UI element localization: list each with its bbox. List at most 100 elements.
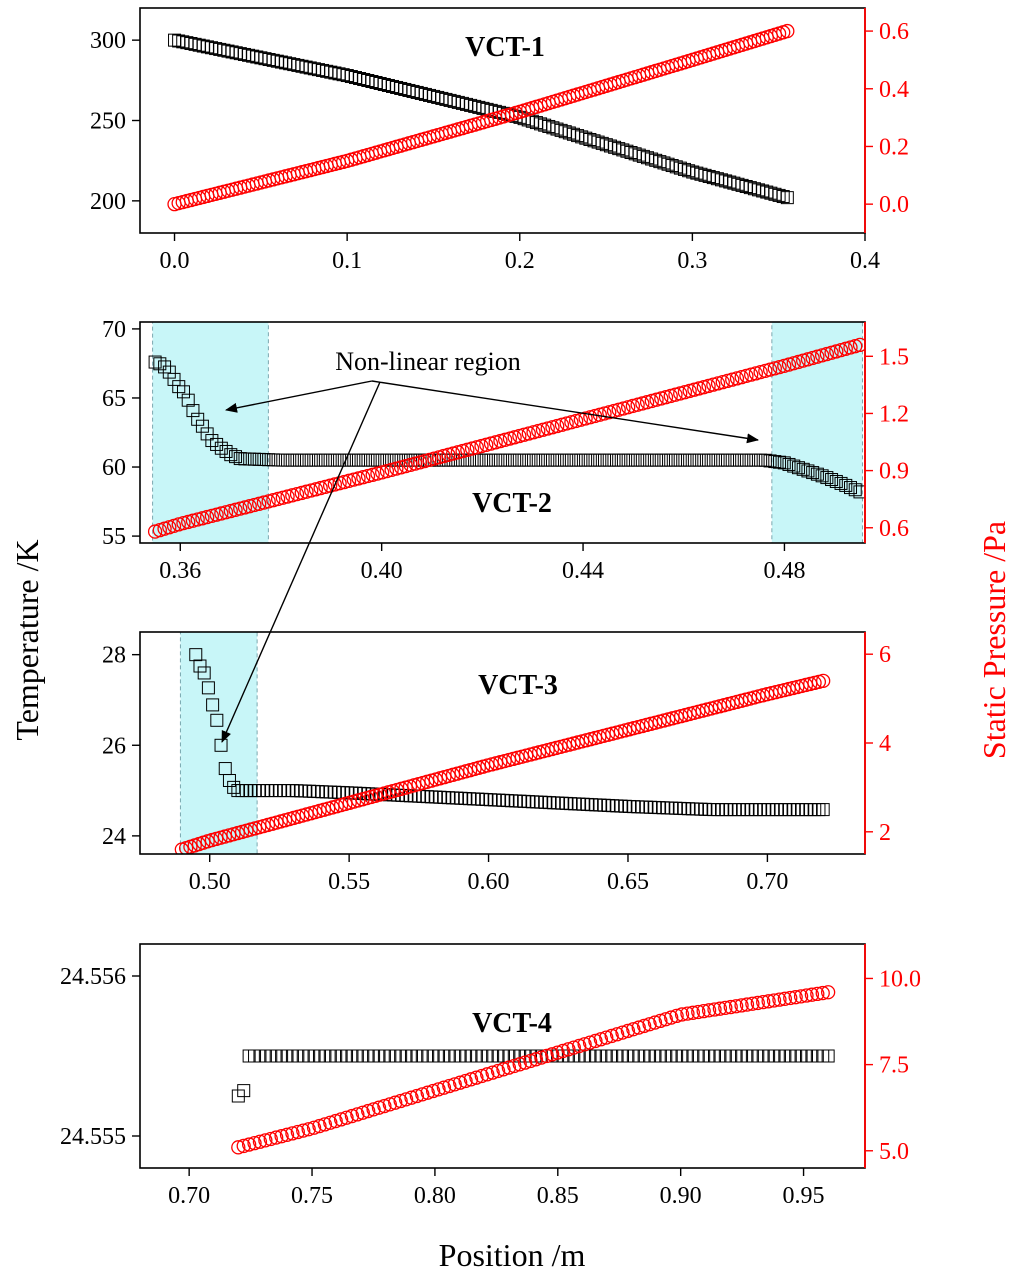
pressure-point xyxy=(753,364,768,380)
x-tick-label: 0.95 xyxy=(783,1183,825,1209)
pressure-point xyxy=(316,802,332,817)
panel-title: VCT-2 xyxy=(472,488,552,519)
temperature-point xyxy=(153,357,167,371)
temperature-point xyxy=(416,789,430,803)
pressure-point xyxy=(366,1102,381,1117)
pressure-point xyxy=(516,427,532,442)
temperature-point xyxy=(329,1049,343,1063)
temperature-point xyxy=(356,1049,370,1063)
y-tick-label-right: 5.0 xyxy=(879,1139,909,1165)
temperature-point xyxy=(425,790,439,804)
y-tick-label-left: 65 xyxy=(102,386,126,412)
temperature-point xyxy=(568,797,582,811)
annotation-arrow xyxy=(371,380,759,444)
temperature-point xyxy=(302,1049,316,1063)
pressure-point xyxy=(635,396,650,411)
temperature-point xyxy=(848,483,862,497)
pressure-point xyxy=(780,23,795,39)
pressure-point xyxy=(247,1135,262,1151)
pressure-point xyxy=(282,811,297,827)
temperature-point xyxy=(612,453,626,467)
temperature-point xyxy=(787,459,801,473)
pressure-point xyxy=(483,436,499,451)
temperature-point xyxy=(195,419,209,433)
temperature-point xyxy=(281,784,295,798)
x-tick-label: 0.44 xyxy=(562,558,604,584)
pressure-point xyxy=(474,1068,489,1084)
temperature-point xyxy=(820,471,834,485)
temperature-point xyxy=(644,800,658,814)
pressure-point xyxy=(464,441,480,456)
pressure-point xyxy=(637,1018,652,1034)
temperature-point xyxy=(176,385,190,399)
temperature-point xyxy=(598,453,612,467)
pressure-point xyxy=(325,800,340,815)
pressure-point xyxy=(715,375,730,390)
temperature-point xyxy=(804,803,818,817)
pressure-point xyxy=(317,1117,333,1132)
pressure-point xyxy=(333,797,349,813)
temperature-point xyxy=(740,803,754,817)
temperature-point xyxy=(702,1049,716,1063)
pressure-series xyxy=(167,23,795,212)
temperature-point xyxy=(470,453,484,467)
pressure-point xyxy=(682,383,697,399)
temperature-point xyxy=(350,1049,364,1063)
pressure-point xyxy=(647,1015,663,1030)
temperature-point xyxy=(773,455,787,469)
temperature-point xyxy=(677,802,691,816)
temperature-point xyxy=(311,785,325,799)
plot-area xyxy=(167,23,795,212)
temperature-point xyxy=(669,801,683,815)
temperature-point xyxy=(640,453,654,467)
temperature-point xyxy=(673,801,687,815)
temperature-point xyxy=(191,412,205,426)
temperature-point xyxy=(394,1049,408,1063)
temperature-point xyxy=(559,796,573,810)
pressure-point xyxy=(739,368,754,384)
temperature-point xyxy=(777,456,791,470)
pressure-point xyxy=(720,373,735,389)
temperature-point xyxy=(668,453,682,467)
pressure-point xyxy=(375,465,390,480)
temperature-point xyxy=(810,1049,824,1063)
pressure-point xyxy=(295,808,310,823)
pressure-point xyxy=(420,774,435,789)
temperature-point xyxy=(808,803,822,817)
temperature-point xyxy=(286,784,300,798)
temperature-point xyxy=(690,802,704,816)
temperature-point xyxy=(342,453,356,467)
temperature-point xyxy=(513,794,527,808)
temperature-point xyxy=(564,453,578,467)
temperature-point xyxy=(829,474,843,488)
pressure-point xyxy=(361,1103,376,1119)
temperature-point xyxy=(352,453,366,467)
y-tick-label-right: 4 xyxy=(879,731,891,757)
temperature-series xyxy=(231,1049,835,1103)
temperature-point xyxy=(307,784,321,798)
temperature-point xyxy=(201,681,215,695)
temperature-point xyxy=(454,791,468,805)
pressure-point xyxy=(728,999,744,1014)
temperature-point xyxy=(328,453,342,467)
pressure-point xyxy=(616,401,631,416)
pressure-point xyxy=(277,813,293,828)
pressure-point xyxy=(788,990,803,1005)
temperature-point xyxy=(269,784,283,798)
temperature-point xyxy=(290,453,304,467)
temperature-point xyxy=(488,793,502,807)
plot-area xyxy=(231,985,836,1155)
temperature-point xyxy=(521,795,535,809)
pressure-point xyxy=(303,806,319,821)
temperature-point xyxy=(744,453,758,467)
pressure-point xyxy=(289,486,305,502)
pressure-point xyxy=(313,480,328,496)
temperature-point xyxy=(158,360,172,374)
temperature-point xyxy=(399,1049,413,1063)
temperature-point xyxy=(464,1049,478,1063)
pressure-point xyxy=(306,1120,322,1135)
pressure-point xyxy=(393,460,409,475)
temperature-point xyxy=(210,713,224,727)
temperature-point xyxy=(711,453,725,467)
pressure-point xyxy=(445,446,461,461)
